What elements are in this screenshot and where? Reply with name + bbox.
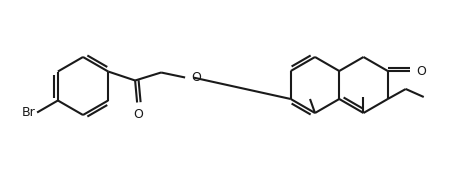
Text: O: O — [417, 64, 427, 78]
Text: O: O — [133, 109, 143, 121]
Text: Br: Br — [22, 106, 35, 119]
Text: O: O — [191, 71, 201, 84]
